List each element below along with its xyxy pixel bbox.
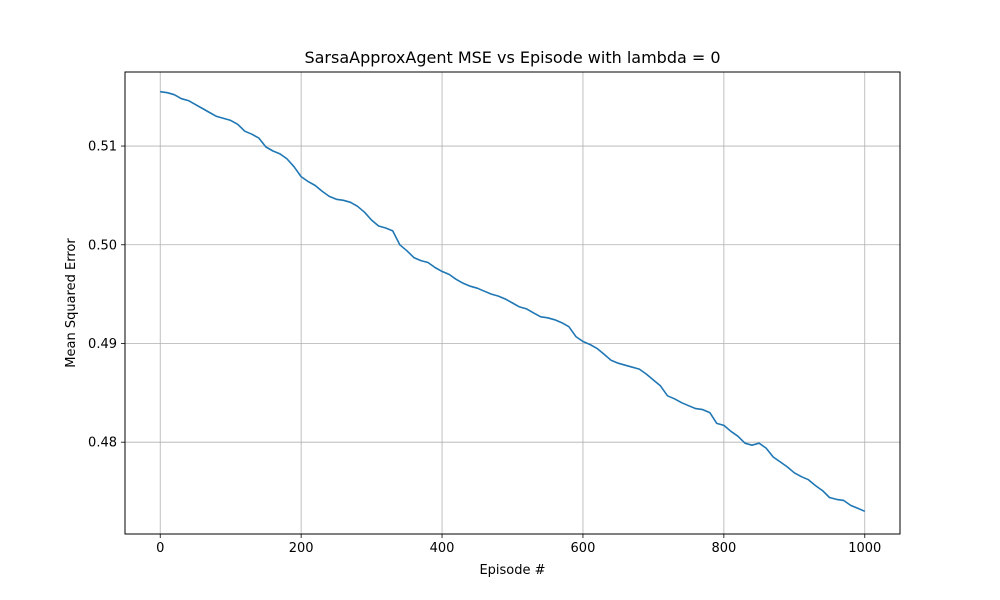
y-tick-label: 0.48 bbox=[88, 436, 117, 451]
y-axis-label: Mean Squared Error bbox=[64, 238, 79, 368]
x-tick-label: 0 bbox=[156, 541, 164, 556]
x-tick-label: 200 bbox=[289, 541, 314, 556]
y-tick-label: 0.49 bbox=[88, 337, 117, 352]
series-layer bbox=[160, 90, 866, 513]
chart-title: SarsaApproxAgent MSE vs Episode with lam… bbox=[304, 48, 720, 67]
x-tick-label: 800 bbox=[711, 541, 736, 556]
x-tick-label: 400 bbox=[430, 541, 455, 556]
series-line bbox=[160, 90, 866, 513]
x-tick-label: 600 bbox=[571, 541, 596, 556]
grid-lines bbox=[125, 72, 900, 534]
axis-ticks: 0 200 400 600 800 1000 0.48 0.49 0.50 0.51 bbox=[88, 140, 881, 556]
y-tick-label: 0.50 bbox=[88, 238, 117, 253]
y-tick-label: 0.51 bbox=[88, 140, 117, 155]
x-tick-label: 1000 bbox=[848, 541, 881, 556]
x-axis-label: Episode # bbox=[479, 563, 545, 578]
plot-area-frame bbox=[124, 71, 901, 535]
